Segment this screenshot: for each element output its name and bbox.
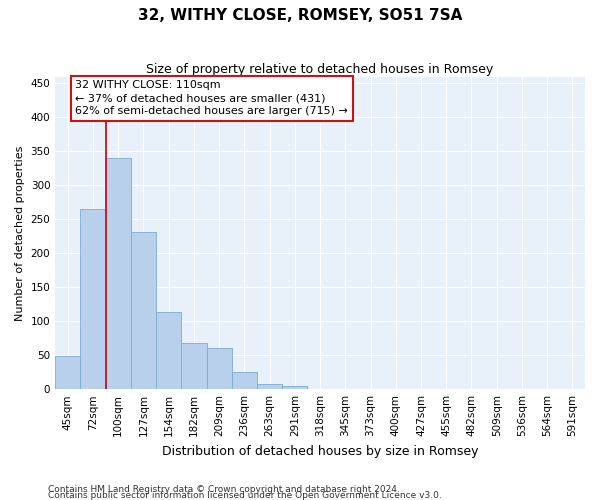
Bar (106, 158, 131, 389)
Text: Contains HM Land Registry data © Crown copyright and database right 2024.: Contains HM Land Registry data © Crown c… (48, 484, 400, 494)
Bar (206, 348, 232, 389)
Text: Contains public sector information licensed under the Open Government Licence v3: Contains public sector information licen… (48, 490, 442, 500)
Bar (131, 232, 156, 389)
Bar (358, 388, 383, 389)
Text: 32, WITHY CLOSE, ROMSEY, SO51 7SA: 32, WITHY CLOSE, ROMSEY, SO51 7SA (138, 8, 462, 22)
Bar (181, 343, 206, 389)
Bar (55, 356, 80, 389)
Y-axis label: Number of detached properties: Number of detached properties (15, 145, 25, 320)
Bar (80, 209, 106, 389)
X-axis label: Distribution of detached houses by size in Romsey: Distribution of detached houses by size … (162, 444, 478, 458)
Title: Size of property relative to detached houses in Romsey: Size of property relative to detached ho… (146, 62, 494, 76)
Bar (257, 384, 282, 389)
Bar (232, 372, 257, 389)
Bar (307, 388, 332, 389)
Bar (282, 386, 307, 389)
Bar (156, 312, 181, 389)
Bar (560, 388, 585, 389)
Text: 32 WITHY CLOSE: 110sqm
← 37% of detached houses are smaller (431)
62% of semi-de: 32 WITHY CLOSE: 110sqm ← 37% of detached… (76, 80, 348, 116)
